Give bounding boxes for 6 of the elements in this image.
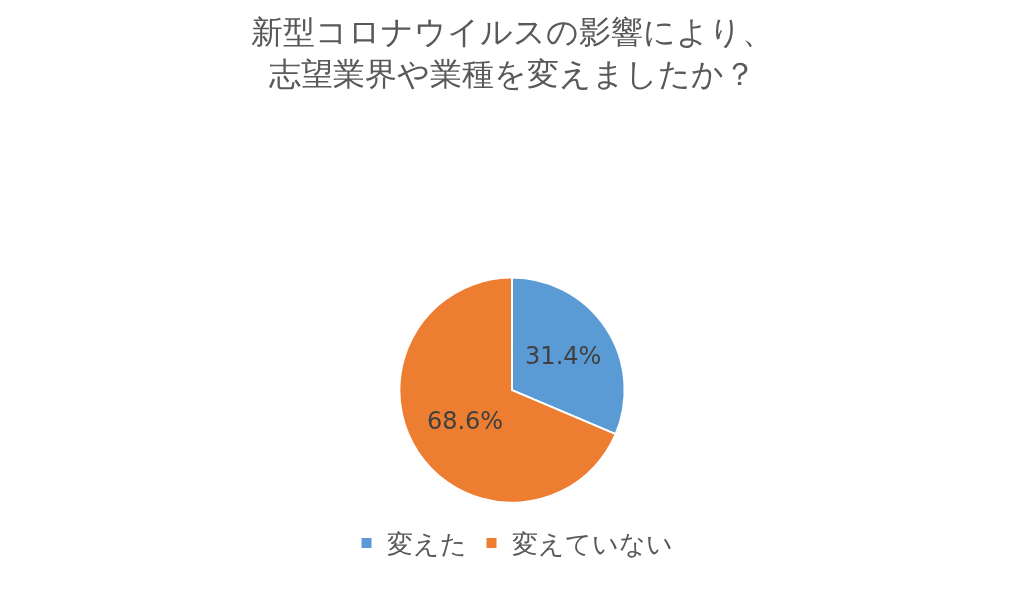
text: 志望業界や業種を変えましたか？: [268, 54, 756, 93]
data-label: 68.6%: [426, 407, 504, 436]
legend-label: 変えていない: [511, 529, 673, 560]
data-label: 31.4%: [525, 342, 602, 371]
text: 新型コロナウイルスの影響により、: [250, 13, 774, 52]
legend-label: 変えた: [386, 529, 467, 560]
